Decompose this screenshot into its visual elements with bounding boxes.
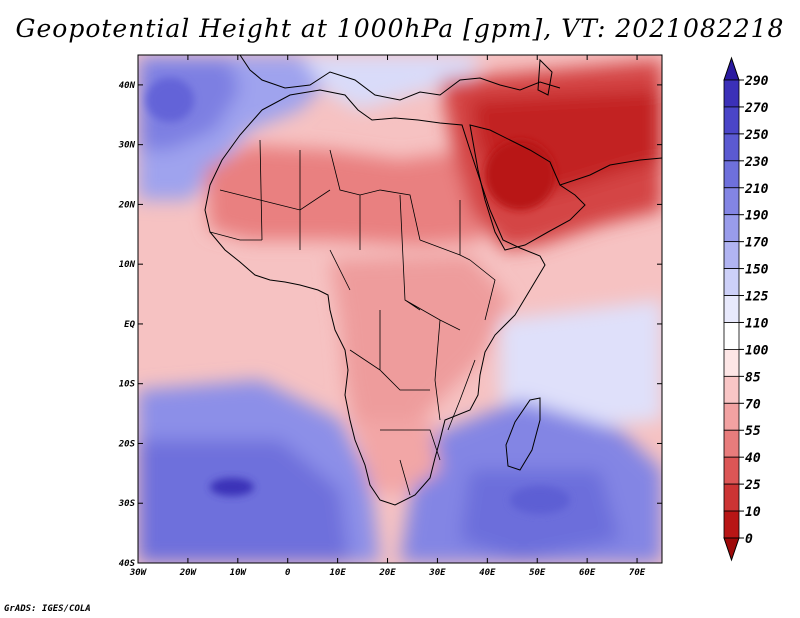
colorbar-swatch bbox=[723, 402, 740, 431]
colorbar-label: 125 bbox=[745, 290, 769, 305]
colorbar-label: 250 bbox=[744, 128, 769, 143]
lat-tick-label: 30N bbox=[118, 141, 136, 151]
colorbar-swatch bbox=[723, 79, 740, 108]
lon-tick-label: 20W bbox=[179, 568, 198, 578]
colorbar-swatch bbox=[723, 268, 740, 296]
colorbar-swatch bbox=[723, 456, 740, 485]
filled-field bbox=[138, 55, 662, 563]
lon-tick-label: 40E bbox=[479, 568, 496, 578]
colorbar-label: 85 bbox=[745, 370, 761, 385]
lon-tick-label: 50E bbox=[529, 568, 546, 578]
country-borders bbox=[209, 139, 496, 496]
colorbar-label: 270 bbox=[744, 101, 769, 116]
colorbar-label: 210 bbox=[744, 182, 769, 197]
colorbar-swatch bbox=[723, 483, 740, 512]
lon-tick-label: 20E bbox=[378, 568, 396, 578]
colorbar-max-triangle bbox=[723, 56, 740, 81]
colorbar: 2902702502302101901701501251101008570554… bbox=[723, 56, 769, 562]
caspian-sea bbox=[537, 58, 553, 96]
colorbar-label: 290 bbox=[744, 74, 769, 89]
south-atlantic-core bbox=[138, 440, 350, 563]
colorbar-label: 170 bbox=[745, 236, 769, 251]
colorbar-label: 55 bbox=[745, 424, 761, 439]
arabia-peak bbox=[485, 140, 555, 210]
colorbar-swatch bbox=[723, 510, 740, 539]
north-atlantic-deep-low bbox=[146, 78, 194, 122]
deep-low-center bbox=[210, 478, 254, 496]
grads-credit: GrADS: IGES/COLA bbox=[4, 604, 91, 614]
colorbar-label: 40 bbox=[745, 451, 761, 466]
colorbar-label: 100 bbox=[745, 343, 769, 358]
arabia-coastline bbox=[469, 124, 586, 251]
colorbar-swatch bbox=[723, 322, 740, 350]
persian-gulf-iran bbox=[559, 157, 662, 186]
lon-tick-label: 60E bbox=[579, 568, 596, 578]
lon-tick-label: 0 bbox=[285, 568, 291, 578]
colorbar-min-triangle bbox=[723, 537, 740, 562]
lon-tick-label: 30W bbox=[129, 568, 148, 578]
lat-tick-label: 20S bbox=[118, 439, 136, 449]
lon-tick-label: 10W bbox=[230, 568, 248, 578]
colorbar-swatch bbox=[723, 187, 740, 216]
lat-tick-label: 40S bbox=[119, 559, 136, 569]
mediterranean-low-heights bbox=[300, 55, 480, 110]
lat-tick-label: 10N bbox=[119, 260, 136, 270]
colorbar-swatch bbox=[723, 375, 740, 404]
colorbar-swatch bbox=[723, 214, 740, 243]
colorbar-swatch bbox=[723, 295, 740, 323]
lat-tick-label: 30S bbox=[118, 499, 136, 509]
map-title: Geopotential Height at 1000hPa [gpm], VT… bbox=[15, 14, 785, 43]
lon-tick-label: 70E bbox=[629, 568, 646, 578]
central-africa-heights bbox=[330, 255, 510, 440]
colorbar-swatch bbox=[723, 106, 740, 135]
sahara-high-heights bbox=[205, 145, 500, 245]
colorbar-swatch bbox=[723, 133, 740, 162]
colorbar-swatch bbox=[723, 429, 740, 458]
lat-tick-label: EQ bbox=[124, 320, 135, 330]
colorbar-label: 150 bbox=[745, 263, 769, 278]
colorbar-label: 25 bbox=[744, 478, 761, 493]
plot-frame bbox=[137, 54, 663, 564]
africa-coastline bbox=[204, 89, 546, 506]
lat-tick-label: 10S bbox=[119, 380, 136, 390]
colorbar-swatch bbox=[723, 349, 740, 377]
colorbar-label: 70 bbox=[745, 397, 761, 412]
south-indian-deep-low bbox=[510, 486, 570, 514]
lat-tick-label: 40N bbox=[119, 81, 136, 91]
colorbar-swatch bbox=[723, 160, 740, 189]
coastlines bbox=[204, 55, 662, 506]
lat-tick-label: 20N bbox=[118, 200, 136, 210]
europe-coastline bbox=[239, 55, 561, 101]
colorbar-label: 190 bbox=[745, 209, 769, 224]
madagascar-coastline bbox=[505, 397, 541, 471]
colorbar-label: 230 bbox=[744, 155, 769, 170]
colorbar-swatch bbox=[723, 241, 740, 269]
colorbar-label: 0 bbox=[745, 532, 753, 547]
colorbar-label: 110 bbox=[745, 316, 769, 331]
south-indian-core bbox=[460, 470, 620, 560]
lon-tick-label: 30E bbox=[428, 568, 446, 578]
lon-tick-label: 10E bbox=[329, 568, 346, 578]
colorbar-label: 10 bbox=[745, 505, 761, 520]
south-africa-heights bbox=[355, 420, 440, 495]
